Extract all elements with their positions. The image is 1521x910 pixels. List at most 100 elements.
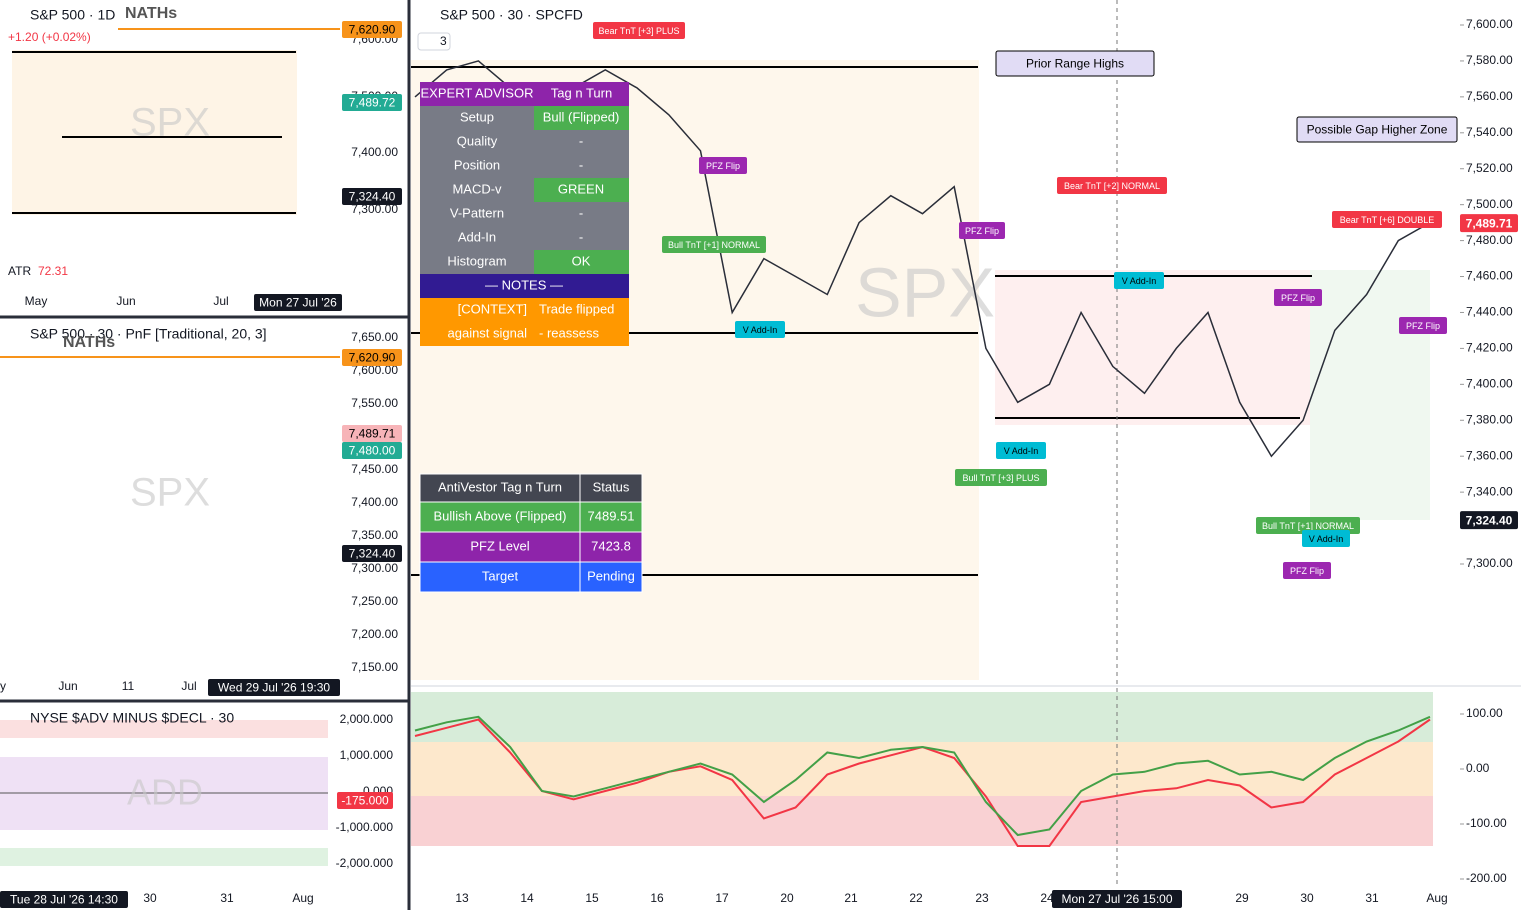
table-cell-text: Target	[482, 568, 519, 583]
annotation: Possible Gap Higher Zone	[1307, 123, 1448, 137]
cursor-date-box	[208, 679, 340, 696]
price-label: 7,324.40	[349, 190, 396, 204]
annotation: Bull TnT [+3] PLUS	[963, 473, 1040, 483]
price-label: 7,324.40	[1466, 513, 1513, 527]
x-tick-label: 14	[520, 891, 534, 905]
table-header: EXPERT ADVISOR	[421, 85, 534, 100]
osc-tick-label: 100.00	[1466, 706, 1503, 720]
x-tick-label: Jun	[58, 679, 77, 693]
table-cell	[579, 531, 643, 563]
table-cell	[534, 250, 629, 274]
annotation-box	[735, 321, 785, 338]
annotation-box	[995, 50, 1155, 77]
table-cell	[420, 298, 629, 322]
table-cell-text: Bullish Above (Flipped)	[434, 508, 567, 523]
table-cell-text: Add-In	[458, 229, 496, 244]
y-tick-label: 7,200.00	[351, 627, 398, 641]
cursor-date: Tue 28 Jul '26 14:30	[10, 893, 118, 907]
price-label-box	[342, 21, 402, 38]
table-header-cell	[579, 473, 643, 503]
y-tick-label: 7,380.00	[1466, 412, 1513, 426]
y-tick-label: 7,300.00	[351, 561, 398, 575]
annotation-box	[1332, 211, 1442, 228]
y-tick-label: 7,440.00	[1466, 305, 1513, 319]
y-tick-label: 7,550.00	[351, 396, 398, 410]
zone	[995, 270, 1310, 425]
annotation-box	[955, 469, 1047, 486]
price-label-box	[342, 94, 402, 111]
annotation-box	[662, 236, 766, 253]
annotation-box	[1296, 116, 1458, 143]
table-cell	[534, 106, 629, 130]
y-tick-label: 1,000.000	[340, 748, 394, 762]
annotation-box	[1399, 317, 1447, 334]
annotation: PFZ Flip	[965, 226, 999, 236]
x-tick-label: 13	[455, 891, 469, 905]
table-cell-text: -	[579, 205, 583, 220]
y-tick-label: 7,420.00	[1466, 341, 1513, 355]
osc-zone	[411, 692, 1433, 742]
x-tick-label: 11	[122, 679, 135, 693]
breadth-zone	[0, 848, 328, 866]
price-label: 7,489.71	[1466, 216, 1513, 230]
y-tick-label: -1,000.000	[336, 820, 394, 834]
table-cell-text: Position	[454, 157, 500, 172]
table-cell-text: - reassess	[539, 325, 599, 340]
cursor-date: Mon 27 Jul '26	[259, 296, 337, 310]
x-tick-label: 30	[1300, 891, 1314, 905]
table-notes-header: — NOTES —	[485, 277, 563, 292]
panel-title: S&P 500 · 30 · PnF [Traditional, 20, 3]	[30, 326, 267, 342]
table-cell-text: Trade flipped	[539, 301, 614, 316]
table-header-cell	[420, 82, 534, 106]
table-cell-text: Pending	[587, 568, 635, 583]
study: NATHs	[125, 5, 177, 22]
price-label: 7,480.00	[349, 444, 396, 458]
table-header-cell	[534, 82, 629, 106]
y-tick-label: 7,520.00	[1466, 161, 1513, 175]
price-label-box	[1460, 214, 1518, 233]
annotation-box	[1283, 562, 1331, 579]
osc-fast-line	[414, 715, 1431, 837]
watermark: ADD	[127, 772, 203, 813]
y-tick-label: 7,400.00	[351, 145, 398, 159]
y-tick-label: 7,400.00	[1466, 377, 1513, 391]
table-cell	[420, 154, 534, 178]
table-header: Tag n Turn	[551, 85, 612, 100]
table-cell-text: 7423.8	[591, 538, 631, 553]
osc-tick-label: -100.00	[1466, 816, 1507, 830]
table-cell	[420, 250, 534, 274]
y-tick-label: 2,000.000	[340, 712, 394, 726]
table-cell-text: OK	[572, 253, 591, 268]
annotation: Bull TnT [+1] NORMAL	[1262, 521, 1354, 531]
table-cell-text: Histogram	[447, 253, 506, 268]
watermark: SPX	[855, 253, 995, 331]
table-cell-text: against signal	[448, 325, 528, 340]
annotation-box	[1057, 177, 1167, 194]
panel-title: S&P 500 · 30 · SPCFD	[440, 7, 583, 23]
table-cell-text: 7489.51	[588, 508, 635, 523]
cursor-date: Mon 27 Jul '26 15:00	[1061, 892, 1172, 906]
table-cell	[579, 561, 643, 593]
table-cell-text: -	[579, 157, 583, 172]
x-tick-label: 24	[1040, 891, 1054, 905]
annotation: Prior Range Highs	[1026, 57, 1124, 71]
y-tick-label: 7,300.00	[1466, 556, 1513, 570]
y-tick-label: 7,250.00	[351, 594, 398, 608]
price-label: -175.000	[341, 794, 389, 808]
breadth-zone	[0, 720, 328, 738]
x-tick-label: 20	[780, 891, 794, 905]
table-cell-text: PFZ Level	[470, 538, 529, 553]
atr-value: 72.31	[38, 264, 68, 278]
annotation: Bear TnT [+2] NORMAL	[1064, 181, 1160, 191]
y-tick-label: 7,600.00	[1466, 17, 1513, 31]
y-tick-label: 7,560.00	[1466, 89, 1513, 103]
osc-zone	[411, 796, 1433, 846]
table-cell	[419, 531, 581, 563]
x-tick-label: 30	[143, 891, 157, 905]
osc-tick-label: -200.00	[1466, 871, 1507, 885]
annotation-box	[699, 157, 747, 174]
table-cell-text: Setup	[460, 109, 494, 124]
indicator-count: 3	[440, 34, 447, 48]
annotation-box	[1302, 530, 1350, 547]
annotation: V Add-In	[1122, 276, 1157, 286]
